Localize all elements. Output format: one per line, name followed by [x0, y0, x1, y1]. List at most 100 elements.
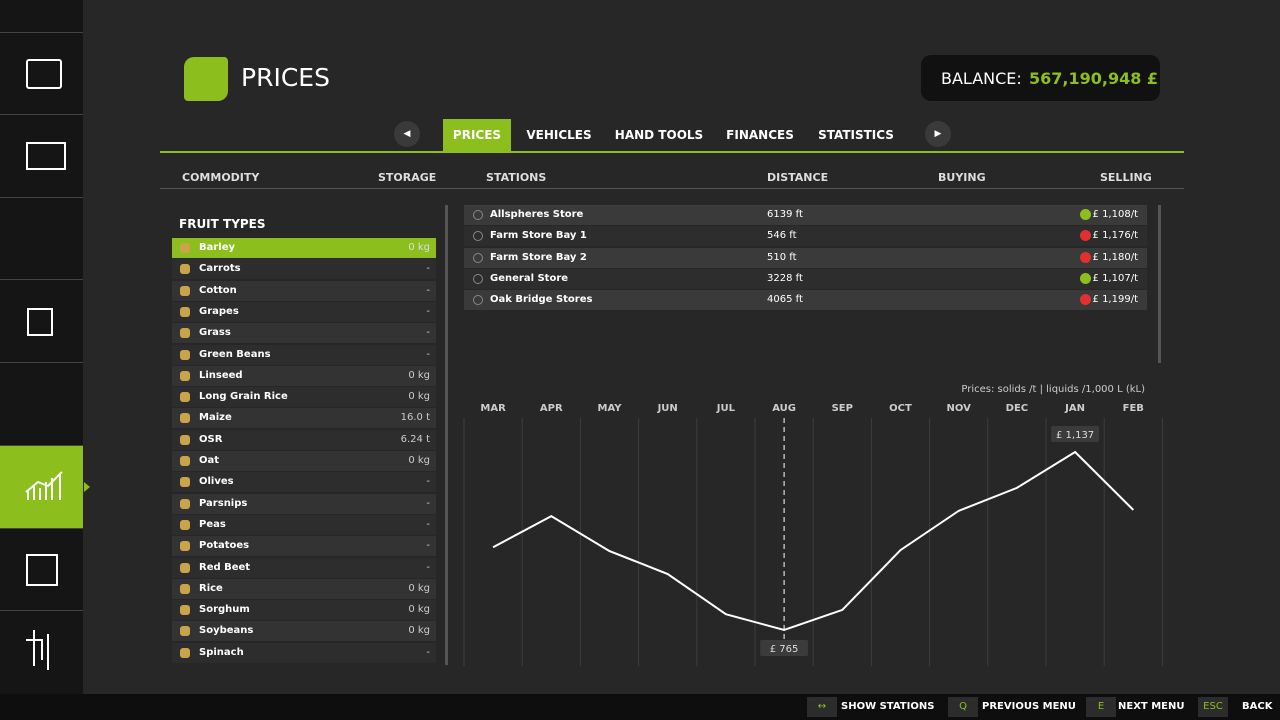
station-price: £ 1,199/t — [1092, 294, 1138, 306]
fruit-row[interactable]: Spinach - — [172, 642, 436, 663]
fruit-icon — [180, 562, 190, 573]
key-action[interactable]: BACK — [1242, 701, 1273, 712]
fruit-row[interactable]: Maize 16.0 t — [172, 408, 436, 429]
fruit-row[interactable]: Linseed 0 kg — [172, 365, 436, 386]
fruit-row[interactable]: OSR 6.24 t — [172, 429, 436, 450]
nav-prices[interactable] — [0, 446, 83, 529]
fruit-row[interactable]: Long Grain Rice 0 kg — [172, 387, 436, 408]
fruit-name: Soybeans — [199, 625, 254, 637]
fruit-icon — [180, 583, 190, 594]
fruit-name: OSR — [199, 433, 223, 445]
fruit-icon — [180, 605, 190, 616]
nav-calendar[interactable] — [0, 33, 83, 115]
price-line — [492, 450, 1135, 632]
station-row[interactable]: Farm Store Bay 2 510 ft £ 1,180/t — [464, 247, 1147, 268]
trend-icon — [1080, 230, 1091, 242]
fruit-row[interactable]: Red Beet - — [172, 557, 436, 578]
nav-icons — [25, 59, 90, 670]
station-price: £ 1,107/t — [1092, 272, 1138, 284]
trend-icon — [1080, 209, 1091, 220]
fruit-name: Long Grain Rice — [199, 391, 288, 403]
station-scrollbar[interactable] — [1158, 205, 1161, 363]
station-row[interactable]: Allspheres Store 6139 ft £ 1,108/t — [464, 205, 1147, 225]
station-distance: 6139 ft — [767, 209, 803, 220]
fruit-icon — [180, 647, 190, 658]
tab[interactable]: HAND TOOLS — [614, 128, 704, 142]
fruit-icon — [180, 370, 190, 381]
col-distance: DISTANCE — [767, 171, 829, 184]
fruit-icon — [180, 498, 190, 509]
nav-production[interactable] — [0, 363, 83, 446]
value-label: £ 765 — [770, 644, 799, 655]
key-badge[interactable]: Q — [948, 697, 978, 717]
nav-animals[interactable] — [0, 198, 83, 280]
station-price: £ 1,180/t — [1092, 251, 1138, 263]
key-action[interactable]: NEXT MENU — [1118, 701, 1185, 712]
fruit-row[interactable]: Grass - — [172, 323, 436, 344]
key-badge[interactable]: E — [1086, 697, 1116, 717]
month-label: SEP — [832, 403, 853, 414]
fruit-row[interactable]: Grapes - — [172, 301, 436, 322]
fruit-row[interactable]: Peas - — [172, 514, 436, 535]
fruit-row[interactable]: Green Beans - — [172, 344, 436, 365]
month-label: MAY — [598, 403, 623, 414]
fruit-name: Parsnips — [199, 497, 248, 509]
fruit-storage: 0 kg — [408, 625, 430, 637]
fruit-name: Grapes — [199, 305, 239, 317]
station-row[interactable]: Oak Bridge Stores 4065 ft £ 1,199/t — [464, 290, 1147, 311]
fruit-row[interactable]: Potatoes - — [172, 536, 436, 557]
fruit-name: Grass — [199, 327, 231, 339]
fruit-storage: - — [426, 305, 430, 317]
balance-box: BALANCE: 567,190,948 £ — [921, 55, 1160, 101]
trend-icon — [1080, 272, 1091, 284]
fruit-row[interactable]: Oat 0 kg — [172, 451, 436, 471]
fruit-row[interactable]: Soybeans 0 kg — [172, 621, 436, 642]
tab[interactable]: FINANCES — [726, 128, 794, 142]
month-label: JUL — [716, 403, 736, 414]
station-price: £ 1,108/t — [1092, 209, 1138, 220]
fruit-icon — [180, 626, 190, 637]
station-row[interactable]: General Store 3228 ft £ 1,107/t — [464, 268, 1147, 289]
fruit-name: Linseed — [199, 369, 243, 381]
nav-vehicles[interactable] — [0, 529, 83, 611]
tab-prev[interactable]: ◀ — [394, 121, 420, 147]
key-action[interactable]: PREVIOUS MENU — [982, 701, 1076, 712]
tab[interactable]: PRICES — [443, 119, 511, 151]
value-label-box — [1051, 426, 1100, 442]
fruit-row[interactable]: Cotton - — [172, 280, 436, 301]
trend-icon — [1080, 294, 1091, 306]
tab-next[interactable]: ▶ — [925, 121, 951, 147]
fruit-icon — [180, 477, 190, 488]
station-icon — [473, 210, 483, 220]
key-badge[interactable]: ESC — [1198, 697, 1228, 717]
fruit-name: Peas — [199, 518, 226, 530]
fruit-row[interactable]: Sorghum 0 kg — [172, 600, 436, 621]
fruit-row[interactable]: Rice 0 kg — [172, 578, 436, 599]
fruit-row[interactable]: Parsnips - — [172, 493, 436, 514]
fruit-row[interactable]: Carrots - — [172, 259, 436, 280]
chart-note: Prices: solids /t | liquids /1,000 L (kL… — [961, 384, 1145, 395]
nav-stats[interactable] — [0, 115, 83, 198]
balance-label: BALANCE: — [941, 69, 1022, 88]
fruit-row[interactable]: Barley 0 kg — [172, 238, 436, 258]
tab[interactable]: STATISTICS — [818, 128, 894, 142]
key-badge[interactable]: ↔ — [807, 697, 837, 717]
value-label: £ 1,137 — [1056, 430, 1094, 441]
key-action[interactable]: SHOW STATIONS — [841, 701, 935, 712]
col-commodity: COMMODITY — [182, 171, 260, 184]
trend-icon — [1080, 251, 1091, 263]
nav-contracts[interactable] — [0, 280, 83, 363]
fruit-storage: - — [426, 348, 430, 360]
fruit-storage: - — [426, 263, 430, 275]
fruit-storage: - — [426, 284, 430, 296]
tab[interactable]: VEHICLES — [526, 128, 592, 142]
fruit-name: Spinach — [199, 646, 244, 658]
fruit-icon — [180, 306, 190, 317]
month-label: JUN — [657, 403, 678, 414]
col-buying: BUYING — [938, 171, 986, 184]
fruit-storage: - — [426, 476, 430, 488]
station-row[interactable]: Farm Store Bay 1 546 ft £ 1,176/t — [464, 226, 1147, 247]
fruit-row[interactable]: Olives - — [172, 472, 436, 493]
list-scrollbar[interactable] — [445, 205, 448, 665]
nav-map[interactable] — [0, 0, 83, 33]
